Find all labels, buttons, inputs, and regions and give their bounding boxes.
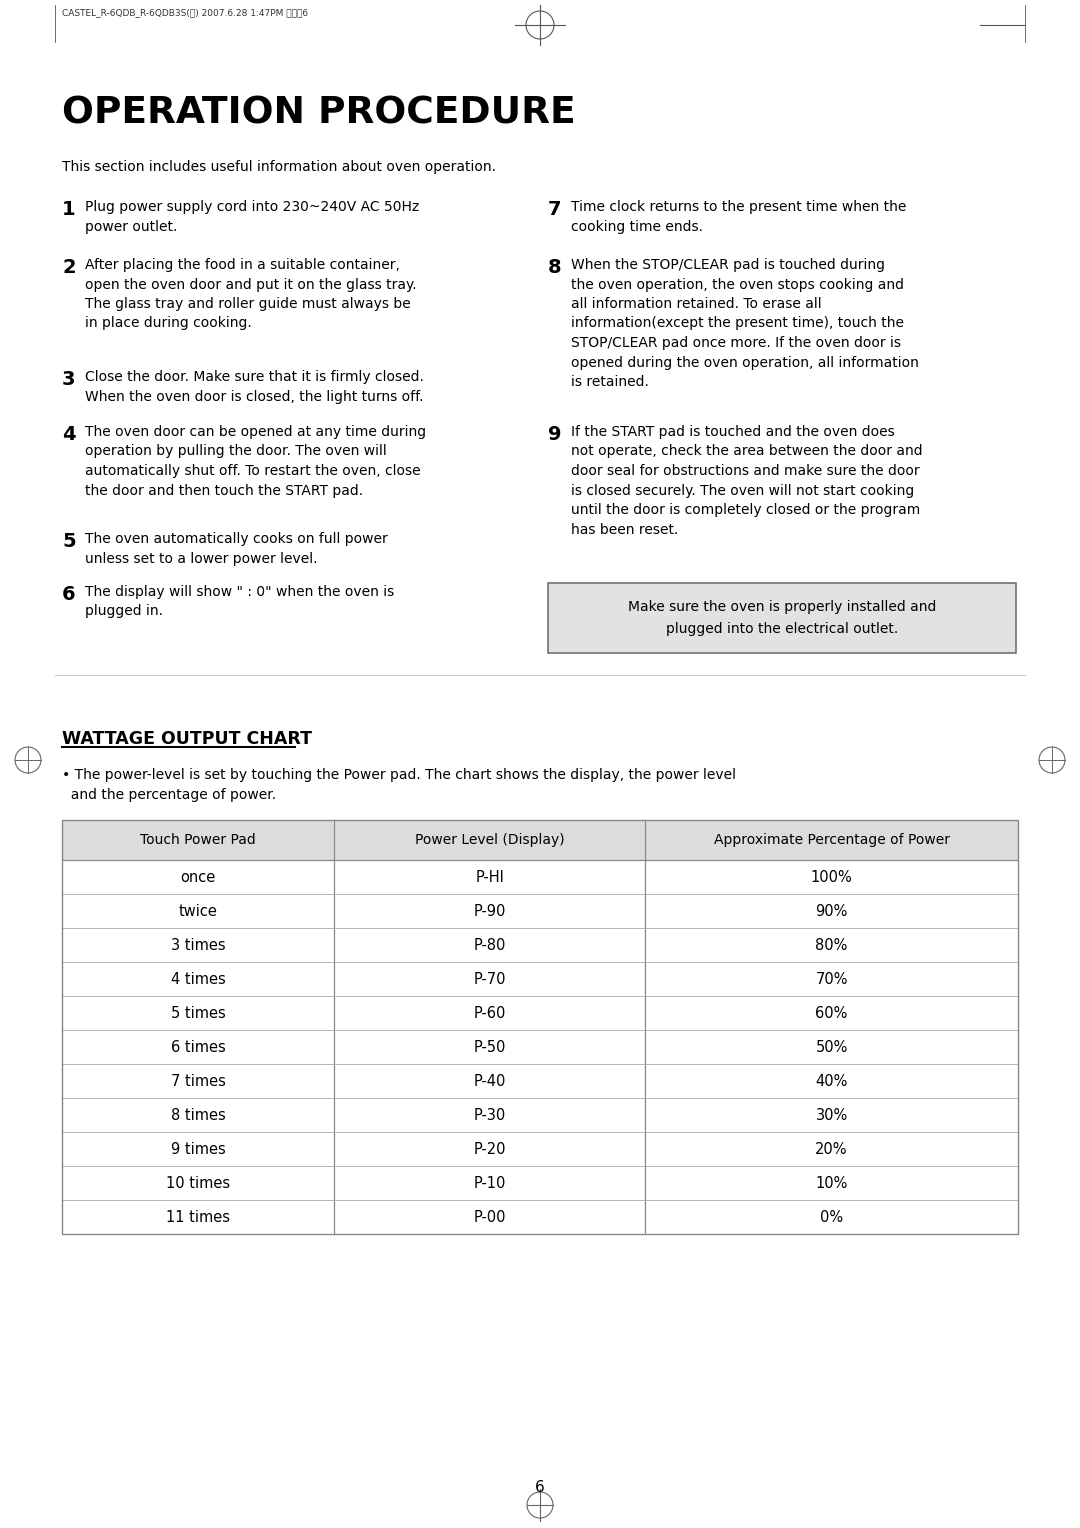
Text: 11 times: 11 times: [166, 1210, 230, 1224]
Text: P-40: P-40: [474, 1074, 507, 1088]
Text: OPERATION PROCEDURE: OPERATION PROCEDURE: [62, 95, 576, 131]
Text: 3: 3: [62, 370, 76, 390]
Text: 90%: 90%: [815, 903, 848, 918]
Text: 10%: 10%: [815, 1175, 848, 1190]
Text: When the STOP/CLEAR pad is touched during
the oven operation, the oven stops coo: When the STOP/CLEAR pad is touched durin…: [571, 258, 919, 390]
Text: P-30: P-30: [474, 1108, 505, 1123]
Text: WATTAGE OUTPUT CHART: WATTAGE OUTPUT CHART: [62, 730, 312, 749]
Text: P-50: P-50: [474, 1039, 507, 1054]
Text: 7 times: 7 times: [171, 1074, 226, 1088]
Text: The oven automatically cooks on full power
unless set to a lower power level.: The oven automatically cooks on full pow…: [85, 532, 388, 565]
Text: 80%: 80%: [815, 938, 848, 952]
Text: 7: 7: [548, 200, 562, 219]
Text: Time clock returns to the present time when the
cooking time ends.: Time clock returns to the present time w…: [571, 200, 906, 234]
Text: P-00: P-00: [473, 1210, 507, 1224]
Text: 60%: 60%: [815, 1005, 848, 1021]
Text: Plug power supply cord into 230~240V AC 50Hz
power outlet.: Plug power supply cord into 230~240V AC …: [85, 200, 419, 234]
FancyBboxPatch shape: [548, 584, 1016, 652]
Text: P-HI: P-HI: [475, 869, 504, 885]
Text: once: once: [180, 869, 216, 885]
FancyBboxPatch shape: [62, 821, 1018, 860]
Text: 10 times: 10 times: [166, 1175, 230, 1190]
Text: 8 times: 8 times: [171, 1108, 226, 1123]
Text: Power Level (Display): Power Level (Display): [415, 833, 565, 847]
Text: Close the door. Make sure that it is firmly closed.
When the oven door is closed: Close the door. Make sure that it is fir…: [85, 370, 423, 403]
Text: 9: 9: [548, 425, 562, 445]
Text: P-10: P-10: [474, 1175, 507, 1190]
Text: 6: 6: [62, 585, 76, 604]
Text: 8: 8: [548, 258, 562, 277]
Text: 3 times: 3 times: [171, 938, 226, 952]
Text: The oven door can be opened at any time during
operation by pulling the door. Th: The oven door can be opened at any time …: [85, 425, 427, 498]
Text: 40%: 40%: [815, 1074, 848, 1088]
Text: After placing the food in a suitable container,
open the oven door and put it on: After placing the food in a suitable con…: [85, 258, 417, 330]
Text: Touch Power Pad: Touch Power Pad: [140, 833, 256, 847]
Text: 50%: 50%: [815, 1039, 848, 1054]
Text: 9 times: 9 times: [171, 1141, 226, 1157]
Text: 20%: 20%: [815, 1141, 848, 1157]
Text: 0%: 0%: [820, 1210, 843, 1224]
Text: twice: twice: [179, 903, 218, 918]
Text: This section includes useful information about oven operation.: This section includes useful information…: [62, 160, 496, 174]
Text: 2: 2: [62, 258, 76, 277]
Text: CASTEL_R-6QDB_R-6QDB3S(영) 2007.6.28 1:47PM 페이직6: CASTEL_R-6QDB_R-6QDB3S(영) 2007.6.28 1:47…: [62, 8, 308, 17]
Text: 4: 4: [62, 425, 76, 445]
Text: 1: 1: [62, 200, 76, 219]
Text: P-60: P-60: [474, 1005, 507, 1021]
Text: 6: 6: [535, 1481, 545, 1494]
Text: P-90: P-90: [474, 903, 507, 918]
Text: 100%: 100%: [811, 869, 852, 885]
Text: • The power-level is set by touching the Power pad. The chart shows the display,: • The power-level is set by touching the…: [62, 769, 735, 802]
Text: P-80: P-80: [474, 938, 507, 952]
Text: 6 times: 6 times: [171, 1039, 226, 1054]
Text: Make sure the oven is properly installed and
plugged into the electrical outlet.: Make sure the oven is properly installed…: [627, 601, 936, 636]
Text: 4 times: 4 times: [171, 972, 226, 987]
Text: If the START pad is touched and the oven does
not operate, check the area betwee: If the START pad is touched and the oven…: [571, 425, 922, 536]
Text: P-20: P-20: [473, 1141, 507, 1157]
Text: P-70: P-70: [473, 972, 507, 987]
Text: 5 times: 5 times: [171, 1005, 226, 1021]
Text: 5: 5: [62, 532, 76, 552]
Text: 70%: 70%: [815, 972, 848, 987]
Text: The display will show " : 0" when the oven is
plugged in.: The display will show " : 0" when the ov…: [85, 585, 394, 619]
Text: Approximate Percentage of Power: Approximate Percentage of Power: [714, 833, 949, 847]
Text: 30%: 30%: [815, 1108, 848, 1123]
